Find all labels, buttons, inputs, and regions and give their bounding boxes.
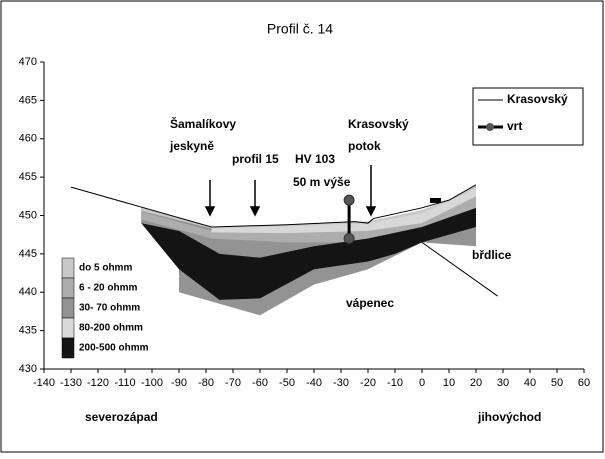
x-tick-label: -110: [114, 377, 135, 389]
y-tick-label: 460: [19, 133, 37, 145]
annotation: břdlice: [472, 248, 512, 262]
x-tick-label: -30: [333, 377, 349, 389]
y-tick-label: 455: [19, 171, 37, 183]
legend-label: Krasovský: [507, 92, 568, 106]
annotation: Krasovský: [348, 117, 409, 131]
x-tick-label: 20: [470, 377, 482, 389]
y-tick-label: 465: [19, 94, 37, 106]
x-tick-label: 30: [497, 377, 509, 389]
x-axis-label: jihovýchod: [477, 410, 541, 424]
layer: [141, 188, 476, 243]
x-tick-label: -120: [87, 377, 109, 389]
legend-label: do 5 ohmm: [79, 263, 132, 274]
layer: [211, 184, 476, 234]
vrt-point: [343, 194, 355, 206]
annotation: HV 103: [295, 152, 335, 166]
krasovsky-line: [70, 184, 477, 228]
x-tick-label: 0: [419, 377, 425, 389]
annotation: 50 m výše: [293, 175, 351, 189]
legend-label: 80-200 ohmm: [79, 323, 143, 334]
legend-swatch: [486, 123, 494, 131]
legend-swatch: [61, 337, 75, 359]
legend-swatch: [61, 257, 75, 279]
legend-swatch: [61, 297, 75, 319]
legend-swatch: [61, 317, 75, 339]
annotation: profil 15: [232, 152, 279, 166]
y-tick-label: 450: [19, 209, 37, 221]
y-tick-label: 435: [19, 325, 37, 337]
legend-swatch: [61, 277, 75, 299]
arrow-head: [204, 206, 216, 217]
x-axis-label: severozápad: [85, 410, 158, 424]
x-tick-label: -20: [360, 377, 376, 389]
x-tick-label: -60: [252, 377, 268, 389]
y-tick-label: 445: [19, 248, 37, 260]
x-tick-label: 10: [443, 377, 455, 389]
x-tick-label: -40: [306, 377, 322, 389]
layer: [141, 207, 476, 300]
x-tick-label: -140: [33, 377, 55, 389]
x-tick-label: -130: [60, 377, 82, 389]
y-tick-label: 430: [19, 363, 37, 375]
y-tick-label: 440: [19, 286, 37, 298]
x-tick-label: 40: [524, 377, 536, 389]
x-tick-label: 50: [551, 377, 563, 389]
arrows: [204, 165, 377, 217]
legend-label: vrt: [507, 119, 522, 133]
layer: [141, 184, 476, 229]
annotation: vápenec: [346, 296, 394, 310]
x-tick-label: -10: [387, 377, 403, 389]
legend-label: 200-500 ohmm: [79, 343, 149, 354]
y-tick-label: 470: [19, 56, 37, 68]
marker-box: [430, 198, 441, 203]
annotation: Šamalíkovy: [170, 116, 236, 131]
legend-label: 6 - 20 ohmm: [79, 283, 137, 294]
x-tick-label: -100: [141, 377, 163, 389]
vrt-point: [343, 233, 355, 245]
boundary-line: [421, 241, 498, 297]
chart-title: Profil č. 14: [267, 21, 333, 37]
legend-box: [472, 87, 584, 146]
arrow-head: [249, 206, 261, 217]
x-tick-label: -70: [225, 377, 241, 389]
arrow-head: [365, 206, 377, 217]
legend-label: 30- 70 ohmm: [79, 303, 140, 314]
annotation: jeskyně: [169, 139, 214, 153]
x-tick-label: -80: [198, 377, 214, 389]
x-tick-label: 60: [578, 377, 590, 389]
x-tick-label: -90: [171, 377, 187, 389]
x-tick-label: -50: [279, 377, 295, 389]
annotation: potok: [348, 139, 381, 153]
